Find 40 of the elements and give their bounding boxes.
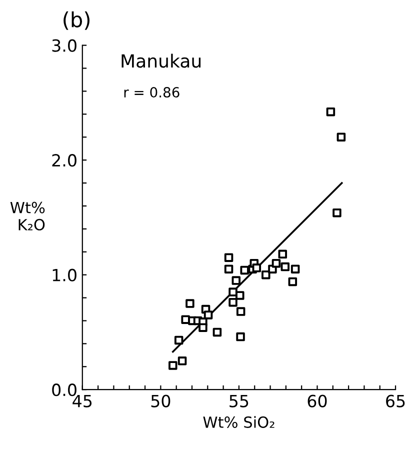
point <box>326 107 336 116</box>
point <box>224 253 234 262</box>
point <box>232 276 241 285</box>
point <box>212 328 222 337</box>
annotation: Manukau <box>122 54 201 68</box>
y-tick-label: 1.0 <box>52 268 76 282</box>
y-tick-label: 3.0 <box>52 39 76 52</box>
x-axis-title: Wt% SiO₂ <box>203 416 274 428</box>
point <box>224 264 234 274</box>
point <box>174 336 184 345</box>
y-axis-title: Wt% K₂O <box>10 202 45 230</box>
point <box>228 298 238 307</box>
y-tick-label: 0.0 <box>52 384 76 396</box>
point <box>272 258 281 268</box>
point <box>236 307 246 316</box>
point <box>252 264 262 272</box>
point <box>236 291 244 300</box>
point <box>262 270 270 280</box>
x-tick-label: 65 <box>386 394 405 408</box>
point <box>168 361 178 370</box>
chart-title: (b) <box>64 11 90 30</box>
point <box>336 132 346 142</box>
point <box>236 332 245 342</box>
point <box>278 250 288 259</box>
point <box>288 277 298 286</box>
x-tick-label: 50 <box>151 394 170 408</box>
point <box>280 262 290 272</box>
point <box>290 264 300 274</box>
annotation: r = 0.86 <box>124 87 180 98</box>
point <box>240 266 249 275</box>
y-tick-label: 2.0 <box>52 154 76 167</box>
point <box>186 299 194 308</box>
point <box>332 208 342 218</box>
point <box>178 356 187 366</box>
x-tick-label: 60 <box>308 394 327 408</box>
point <box>198 323 208 332</box>
point <box>228 288 238 296</box>
x-tick-label: 55 <box>230 394 248 408</box>
point <box>204 310 213 320</box>
x-tick-label: 45 <box>72 394 92 408</box>
